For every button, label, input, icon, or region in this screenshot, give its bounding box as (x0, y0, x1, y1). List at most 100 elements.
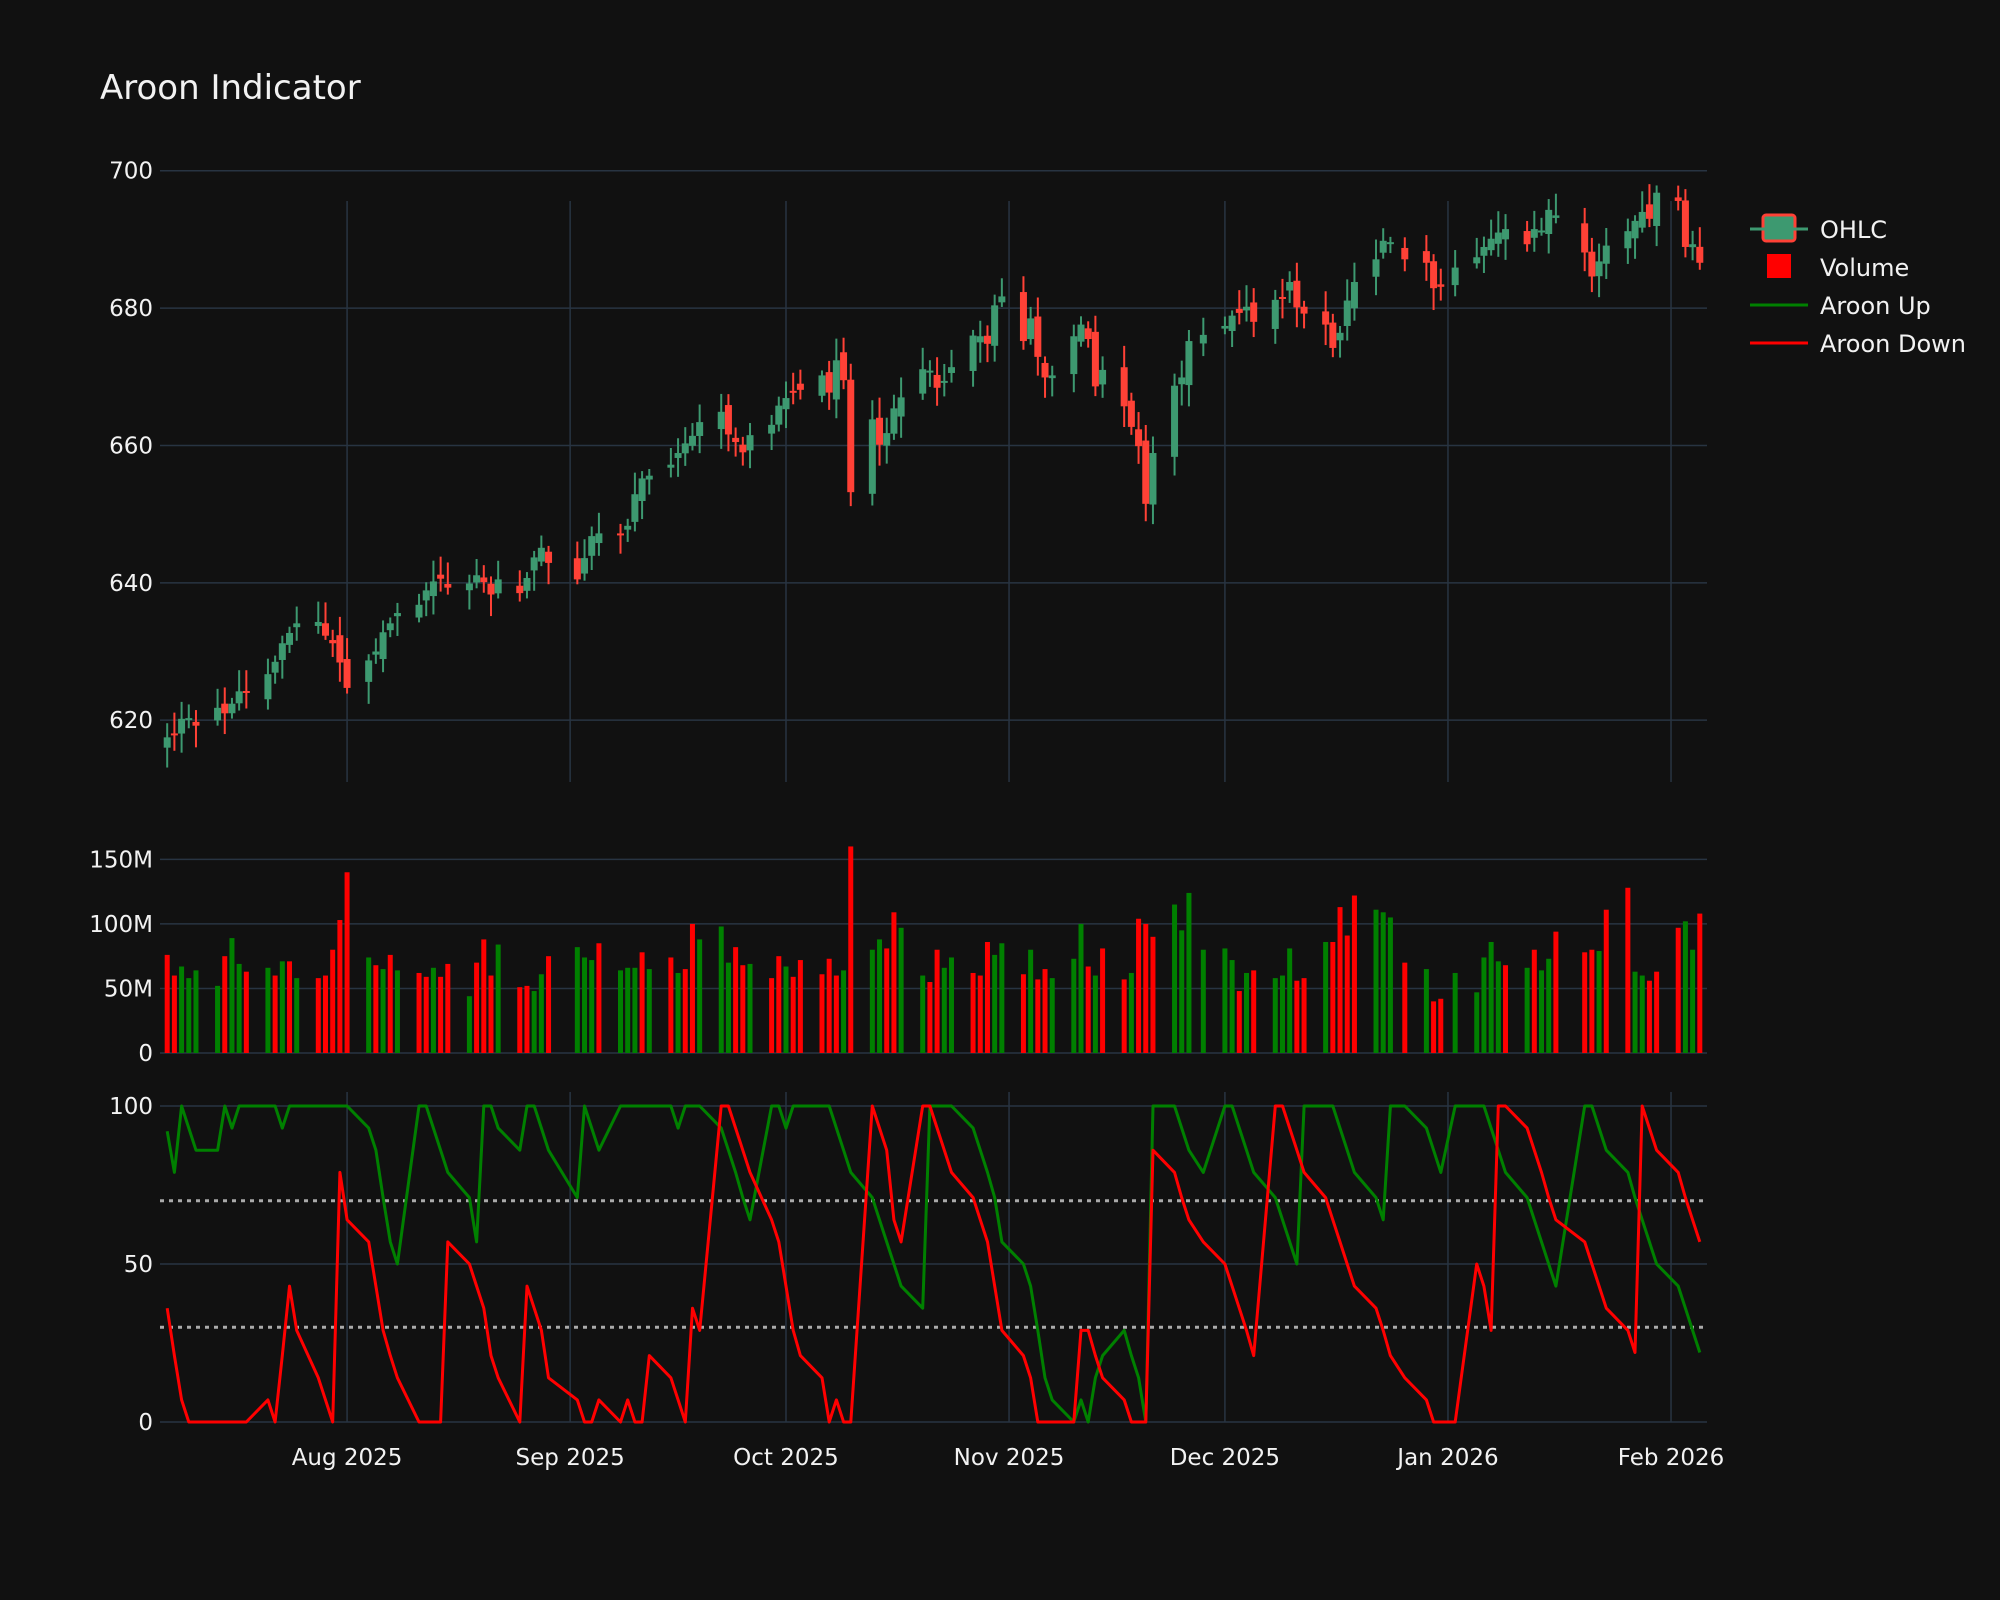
volume-bar (1035, 979, 1041, 1053)
candle-body (293, 623, 301, 628)
candle-body (1538, 230, 1546, 233)
volume-bar (833, 975, 839, 1053)
candle-body (1350, 282, 1358, 309)
volume-bar (596, 943, 602, 1053)
candle-body (832, 360, 840, 400)
volume-bar (1092, 975, 1098, 1053)
legend-swatch-volume (1767, 254, 1791, 278)
candle-body (1581, 223, 1589, 253)
volume-bar (639, 952, 645, 1053)
volume-bar (733, 947, 739, 1053)
volume-bar (1596, 951, 1602, 1053)
candle-body (271, 661, 279, 673)
volume-bar (344, 872, 350, 1053)
volume-bar (488, 975, 494, 1053)
volume-bar (898, 927, 904, 1053)
legend-item-ohlc[interactable]: OHLC (1750, 213, 1887, 244)
volume-bar (625, 967, 631, 1053)
volume-bar (1121, 979, 1127, 1053)
volume-bar (1639, 975, 1645, 1053)
x-tick-label: Sep 2025 (516, 1445, 625, 1471)
candle-body (480, 577, 488, 583)
volume-bar (1128, 972, 1134, 1053)
candle-body (365, 660, 373, 682)
aroon-y-tick-label: 0 (138, 1410, 153, 1436)
volume-y-tick-label: 150M (89, 847, 153, 873)
candle-body (336, 635, 344, 663)
volume-bar (1646, 980, 1652, 1053)
volume-bar (934, 949, 940, 1053)
volume-bar (841, 970, 847, 1053)
volume-bar (1632, 971, 1638, 1053)
candle-body (1336, 332, 1344, 341)
chart-title: Aroon Indicator (100, 68, 361, 108)
candle-body (1077, 324, 1085, 342)
candle-body (674, 453, 682, 458)
volume-bar (970, 972, 976, 1053)
volume-bar (243, 971, 249, 1053)
volume-bar (1488, 941, 1494, 1053)
candle-body (667, 464, 675, 468)
candle-body (768, 424, 776, 434)
volume-bar (1438, 998, 1444, 1053)
volume-bar (582, 957, 588, 1053)
legend-item-volume[interactable]: Volume (1767, 254, 1909, 282)
volume-bar (1301, 978, 1307, 1053)
candle-body (264, 674, 272, 700)
candle-body (1149, 453, 1157, 505)
volume-bar (193, 970, 199, 1053)
volume-bar (366, 957, 372, 1053)
candle-body (1235, 308, 1243, 313)
candle-body (429, 581, 437, 597)
volume-bar (1431, 1001, 1437, 1053)
candle-body (1027, 318, 1035, 340)
legend-label-ohlc: OHLC (1820, 216, 1887, 244)
candle-body (775, 405, 783, 425)
candle-body (617, 533, 625, 536)
candle-body (1602, 245, 1610, 264)
volume-bar (1042, 969, 1048, 1053)
x-tick-label: Dec 2025 (1170, 1445, 1280, 1471)
volume-bar (517, 987, 523, 1053)
candle-body (847, 379, 855, 493)
candle-body (796, 383, 804, 390)
volume-bar (1387, 917, 1393, 1053)
volume-bar (675, 972, 681, 1053)
volume-bar (423, 976, 429, 1053)
legend-item-aroon-up[interactable]: Aroon Up (1750, 292, 1931, 320)
volume-bar (474, 962, 480, 1053)
candle-body (1473, 257, 1481, 264)
volume-bar (171, 975, 177, 1053)
candle-body (1645, 204, 1653, 219)
volume-bar (984, 941, 990, 1053)
candle-body (242, 690, 250, 693)
candle-body (530, 557, 538, 571)
candle-body (1653, 192, 1661, 226)
candle-body (1552, 215, 1560, 218)
legend[interactable]: OHLC Volume Aroon Up Aroon Down (1750, 213, 1966, 358)
volume-bar (466, 996, 472, 1053)
volume-bar (941, 967, 947, 1053)
volume-bar (574, 947, 580, 1053)
volume-bar (668, 957, 674, 1053)
candle-body (235, 691, 243, 704)
candle-body (286, 632, 294, 645)
candle-body (214, 707, 222, 721)
candle-body (1120, 367, 1128, 407)
volume-bar (790, 976, 796, 1053)
candle-body (178, 718, 186, 734)
volume-bar (783, 966, 789, 1053)
candle-body (163, 737, 171, 748)
volume-bar (992, 954, 998, 1053)
candle-body (192, 721, 200, 726)
candle-body (818, 375, 826, 396)
candle-body (386, 623, 394, 631)
volume-bar (265, 967, 271, 1053)
candle-body (1696, 246, 1704, 263)
volume-bar (1100, 948, 1106, 1053)
legend-item-aroon-down[interactable]: Aroon Down (1750, 330, 1966, 358)
candle-body (926, 370, 934, 373)
candle-body (1437, 284, 1445, 287)
candle-body (969, 335, 977, 371)
candle-body (724, 405, 732, 435)
